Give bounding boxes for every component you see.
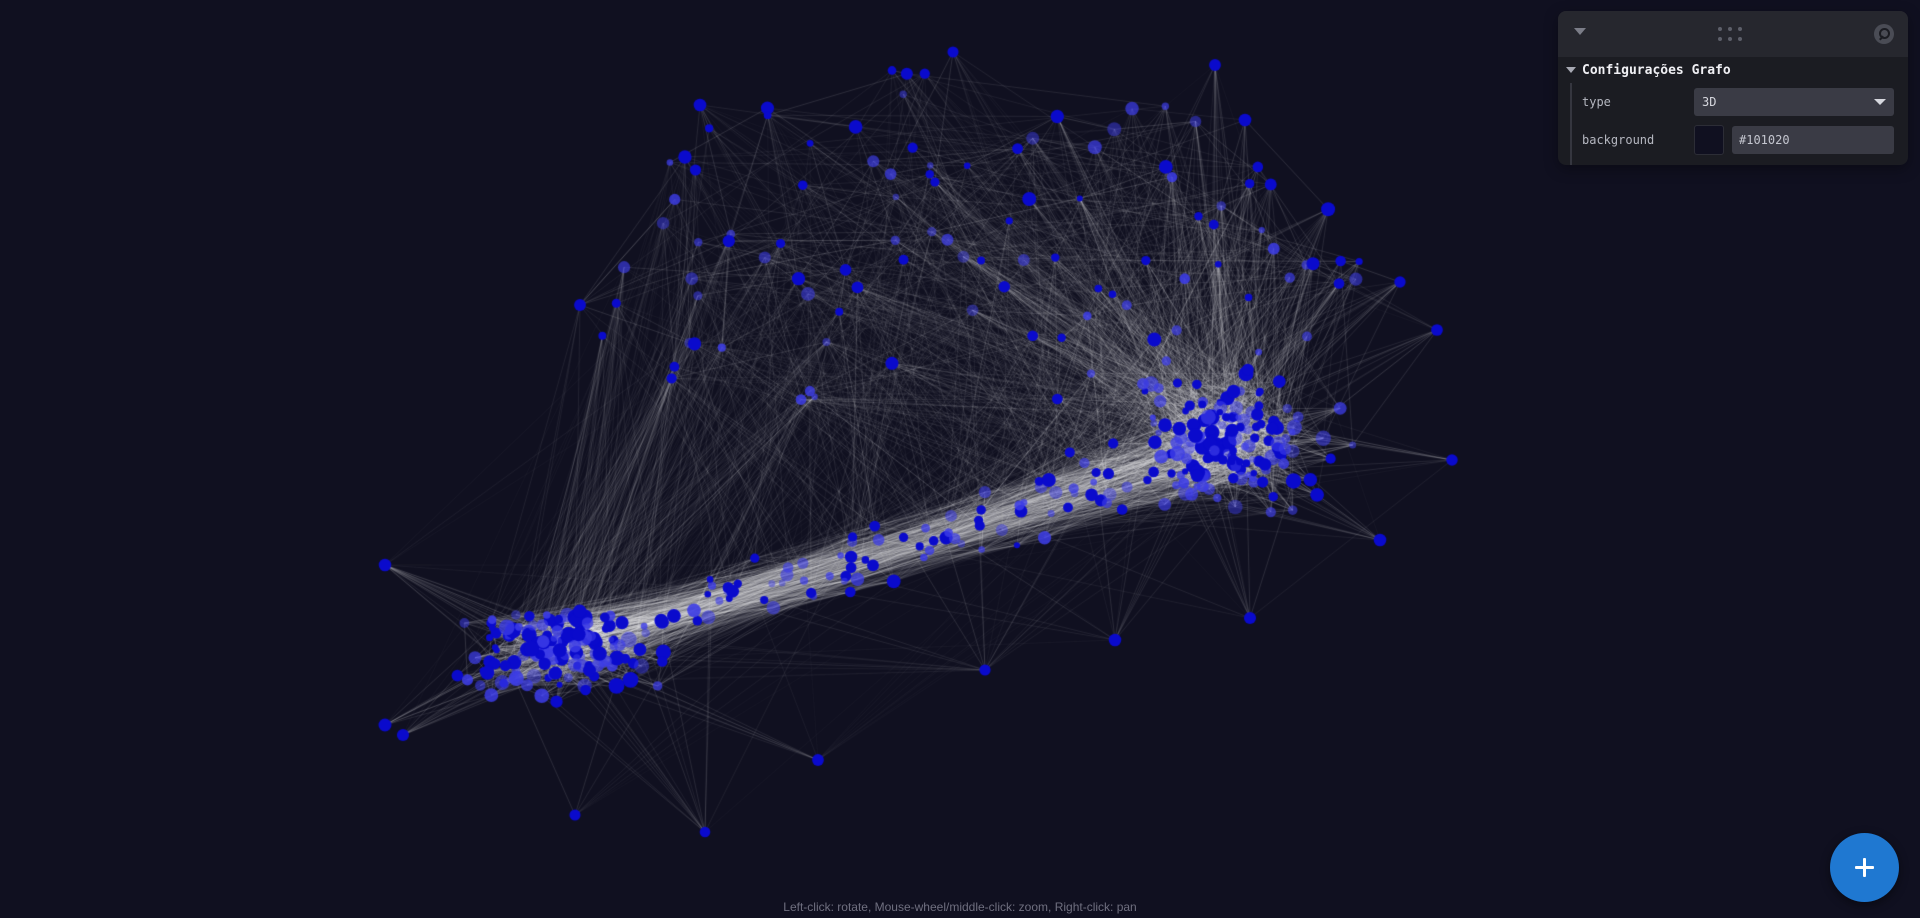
plus-icon bbox=[1830, 833, 1899, 902]
folder-arrow-icon bbox=[1566, 67, 1576, 73]
drag-handle-icon[interactable] bbox=[1718, 27, 1746, 41]
background-color-input[interactable] bbox=[1732, 126, 1894, 154]
graph-settings-panel: Configurações Grafo type 3D background bbox=[1558, 11, 1908, 165]
background-row: background bbox=[1572, 121, 1908, 159]
type-select-value: 3D bbox=[1702, 95, 1717, 109]
folder-title: Configurações Grafo bbox=[1582, 62, 1731, 78]
type-row: type 3D bbox=[1572, 83, 1908, 121]
add-button[interactable] bbox=[1830, 833, 1899, 902]
controls-hint: Left-click: rotate, Mouse-wheel/middle-c… bbox=[783, 900, 1137, 914]
folder-header[interactable]: Configurações Grafo bbox=[1558, 57, 1908, 83]
collapse-icon[interactable] bbox=[1574, 28, 1586, 35]
folder-body: type 3D background bbox=[1570, 83, 1908, 165]
panel-titlebar bbox=[1558, 11, 1908, 57]
chevron-down-icon bbox=[1874, 99, 1886, 105]
background-label: background bbox=[1582, 133, 1655, 147]
search-icon[interactable] bbox=[1874, 24, 1894, 44]
type-label: type bbox=[1582, 95, 1611, 109]
type-select[interactable]: 3D bbox=[1694, 88, 1894, 116]
background-color-swatch[interactable] bbox=[1694, 125, 1724, 155]
